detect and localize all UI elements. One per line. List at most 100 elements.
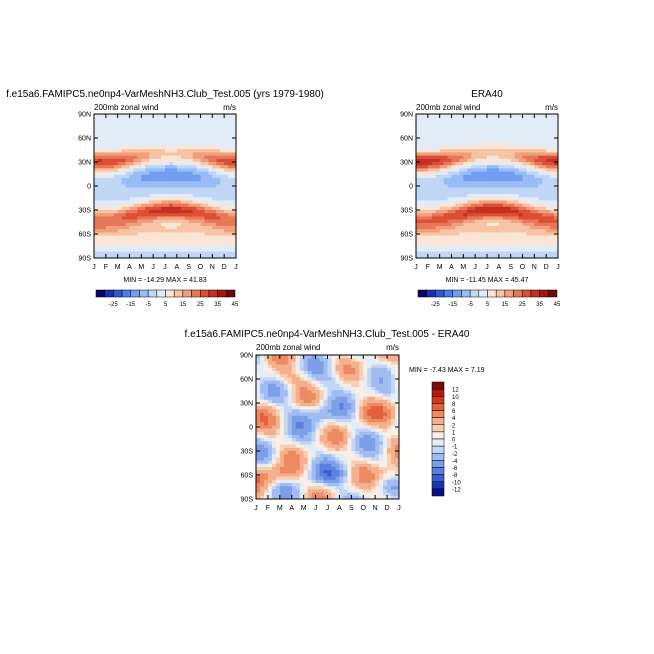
field-cell — [439, 158, 444, 163]
field-cell — [180, 165, 186, 169]
field-cell — [117, 155, 122, 160]
field-cell — [271, 390, 277, 394]
field-cell — [224, 171, 229, 176]
field-cell — [510, 146, 515, 150]
field-cell — [467, 238, 472, 243]
field-cell — [550, 216, 555, 220]
field-cell — [153, 238, 158, 243]
field-cell — [387, 358, 392, 362]
field-cell — [518, 200, 523, 204]
field-cell — [351, 460, 356, 465]
field-cell — [502, 146, 508, 150]
field-cell — [359, 422, 364, 426]
field-cell — [455, 197, 460, 201]
field-cell — [423, 146, 429, 150]
field-cell — [149, 136, 154, 140]
field-cell — [319, 431, 324, 436]
field-cell — [554, 219, 559, 224]
field-cell — [379, 441, 384, 445]
field-cell — [431, 165, 437, 169]
field-cell — [367, 476, 372, 481]
field-cell — [204, 178, 209, 182]
field-cell — [387, 483, 392, 487]
field-cell — [133, 242, 138, 246]
field-cell — [121, 229, 126, 233]
field-cell — [534, 158, 539, 163]
field-cell — [391, 409, 396, 413]
field-cell — [256, 364, 261, 369]
field-cell — [145, 219, 150, 224]
field-cell — [192, 123, 197, 128]
field-cell — [101, 210, 107, 214]
field-cell — [228, 219, 233, 224]
field-cell — [172, 213, 178, 217]
field-cell — [220, 136, 225, 140]
field-cell — [109, 146, 115, 150]
field-cell — [295, 431, 300, 436]
field-cell — [471, 117, 476, 121]
field-cell — [204, 251, 209, 256]
field-cell — [518, 171, 523, 176]
field-cell — [502, 242, 508, 246]
field-cell — [510, 187, 515, 192]
field-cell — [526, 235, 531, 240]
field-cell — [228, 149, 233, 153]
field-cell — [483, 126, 488, 131]
field-cell — [355, 371, 360, 375]
field-cell — [279, 451, 285, 455]
field-cell — [184, 149, 189, 153]
field-cell — [416, 149, 421, 153]
x-tick-label: J — [234, 264, 238, 271]
field-cell — [355, 447, 360, 452]
field-cell — [196, 235, 201, 240]
field-cell — [490, 251, 496, 256]
field-cell — [554, 152, 559, 156]
field-cell — [97, 158, 103, 163]
field-cell — [263, 457, 269, 461]
field-cell — [534, 238, 539, 243]
field-cell — [518, 120, 523, 124]
field-cell — [109, 117, 115, 121]
field-cell — [439, 114, 444, 118]
field-cell — [279, 476, 285, 481]
field-cell — [339, 454, 344, 458]
field-cell — [371, 441, 376, 445]
field-cell — [220, 174, 225, 179]
field-cell — [443, 203, 448, 208]
field-cell — [471, 200, 476, 204]
field-cell — [97, 171, 103, 176]
field-cell — [471, 178, 476, 182]
field-cell — [311, 467, 316, 471]
field-cell — [129, 235, 134, 240]
field-cell — [220, 114, 225, 118]
x-tick-label: J — [414, 264, 418, 271]
field-cell — [506, 117, 511, 121]
field-cell — [467, 178, 472, 182]
field-cell — [550, 142, 555, 147]
field-cell — [168, 251, 174, 256]
field-cell — [518, 203, 523, 208]
field-cell — [180, 219, 186, 224]
field-cell — [224, 194, 229, 198]
field-cell — [343, 390, 348, 394]
field-cell — [212, 187, 217, 192]
field-cell — [295, 358, 300, 362]
field-cell — [204, 187, 209, 192]
field-cell — [137, 120, 142, 124]
field-cell — [534, 149, 539, 153]
field-cell — [279, 454, 285, 458]
field-cell — [534, 206, 539, 211]
field-cell — [475, 133, 480, 137]
field-cell — [331, 444, 336, 449]
field-cell — [279, 444, 285, 449]
field-cell — [327, 467, 332, 471]
field-cell — [109, 203, 115, 208]
field-cell — [141, 126, 146, 131]
field-cell — [109, 123, 115, 128]
field-cell — [518, 155, 523, 160]
field-cell — [526, 136, 531, 140]
field-cell — [157, 238, 162, 243]
field-cell — [307, 396, 312, 401]
field-cell — [105, 200, 111, 204]
field-cell — [455, 184, 460, 188]
